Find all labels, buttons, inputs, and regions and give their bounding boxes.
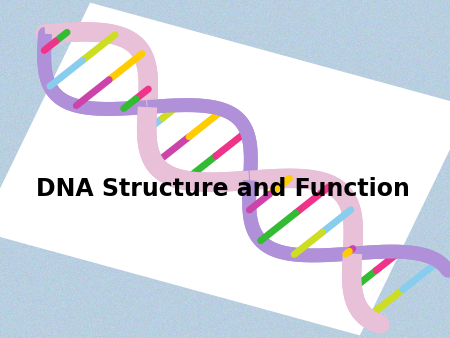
Text: DNA Structure and Function: DNA Structure and Function [36, 177, 410, 201]
Polygon shape [0, 3, 450, 335]
